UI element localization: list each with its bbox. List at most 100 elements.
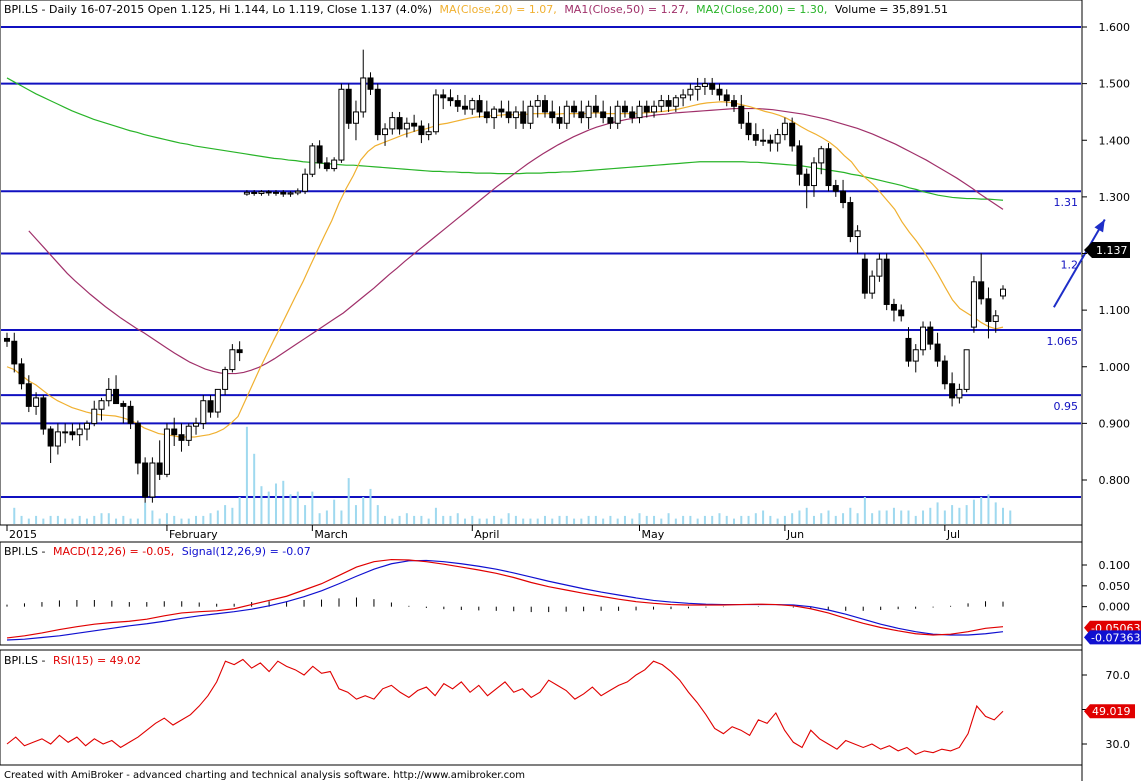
- volume-bar: [493, 515, 496, 524]
- volume-bar: [165, 513, 168, 524]
- price-tick-label: 1.000: [1099, 361, 1131, 374]
- volume-bar: [638, 513, 641, 524]
- candle-body: [665, 100, 672, 107]
- volume-bar: [856, 513, 859, 524]
- candle-body: [251, 191, 258, 194]
- rsi-series-line: [6, 658, 1004, 755]
- candle-body: [847, 202, 854, 238]
- candle-body: [541, 100, 548, 113]
- macd-series-signal: [6, 559, 1004, 641]
- volume-bar: [173, 515, 176, 524]
- candle-body: [585, 105, 592, 119]
- rsi-header-title: BPI.LS -: [4, 654, 46, 667]
- candle-body: [636, 105, 643, 119]
- candle-body: [440, 94, 447, 99]
- ma200-line: [6, 77, 1004, 201]
- candlesticks: [4, 49, 1006, 503]
- candle-body: [120, 403, 127, 407]
- volume-bar: [318, 513, 321, 524]
- candle-body: [600, 111, 607, 119]
- volume-bar: [834, 515, 837, 524]
- volume-bar: [667, 513, 670, 524]
- candle-body: [825, 148, 832, 187]
- volume-bar: [609, 515, 612, 524]
- candle-body: [745, 122, 752, 136]
- candle-body: [193, 422, 200, 427]
- volume-bar: [529, 518, 532, 524]
- candle-body: [432, 94, 439, 133]
- candle-body: [752, 134, 759, 141]
- candle-body: [476, 100, 483, 113]
- candle-body: [549, 111, 556, 119]
- volume-bar: [987, 494, 990, 524]
- rsi-line: [6, 658, 1004, 755]
- candle-body: [207, 400, 214, 413]
- candle-body: [767, 139, 774, 144]
- candle-body: [287, 192, 294, 195]
- volume-bar: [674, 518, 677, 524]
- candle-body: [614, 105, 621, 124]
- volume-bar: [333, 499, 336, 524]
- candle-body: [156, 462, 163, 475]
- volume-bar: [384, 515, 387, 524]
- volume-bar: [943, 510, 946, 524]
- volume-bar: [202, 515, 205, 524]
- candle-body: [454, 100, 461, 107]
- volume-bar: [776, 518, 779, 524]
- ma20-line: [6, 101, 1004, 438]
- candle-body: [382, 128, 389, 136]
- volume-bar: [900, 510, 903, 524]
- candle-body: [687, 88, 694, 96]
- candle-body: [105, 388, 112, 402]
- volume-bar: [471, 515, 474, 524]
- volume-bar: [631, 518, 634, 524]
- macd-tick-label: 0.050: [1099, 580, 1131, 593]
- price-tick-label: 0.800: [1099, 474, 1131, 487]
- volume-bar: [842, 513, 845, 524]
- volume-bar: [594, 515, 597, 524]
- candle-body: [294, 190, 301, 194]
- volume-bar: [136, 518, 139, 524]
- volume-bar: [260, 486, 263, 524]
- volume-bar: [762, 510, 765, 524]
- volume-bar: [914, 515, 917, 524]
- macd-panel: 0.100 0.050 0.000 -0.05063-0.07363 BPI.LS …: [0, 541, 1141, 646]
- date-tick-label: 2015: [9, 528, 37, 541]
- footer-credit: Created with AmiBroker - advanced charti…: [4, 770, 525, 781]
- candle-body: [854, 230, 861, 238]
- volume-bar: [413, 515, 416, 524]
- volume-bar: [158, 518, 161, 524]
- volume-bar: [42, 518, 45, 524]
- volume-bar: [27, 518, 30, 524]
- candle-body: [83, 422, 90, 430]
- candle-body: [447, 97, 454, 102]
- candle-body: [949, 383, 956, 399]
- trend-arrow-shaft: [1053, 219, 1106, 308]
- volume-bar: [376, 505, 379, 524]
- volume-bar: [689, 515, 692, 524]
- volume-bar: [740, 515, 743, 524]
- rsi-tick-label: 70.0: [1106, 669, 1131, 682]
- volume-bar: [805, 507, 808, 524]
- macd-tick-label: 0.100: [1099, 559, 1131, 572]
- svg-text:BPI.LS - Daily 16-07-2015 Open: BPI.LS - Daily 16-07-2015 Open 1.125, Hi…: [4, 3, 948, 16]
- candle-body: [701, 83, 708, 87]
- volume-bar: [507, 513, 510, 524]
- candle-body: [709, 83, 716, 90]
- price-tick-label: 0.900: [1099, 417, 1131, 430]
- price-tick-label: 1.100: [1099, 304, 1131, 317]
- volume-bar: [180, 518, 183, 524]
- candle-body: [498, 108, 505, 113]
- volume-bar: [871, 513, 874, 524]
- candle-body: [331, 159, 338, 170]
- price-axis: 1.6001.5001.4001.3001.2001.1001.0000.900…: [1082, 21, 1130, 487]
- volume-bar: [49, 515, 52, 524]
- volume-bar: [522, 518, 525, 524]
- volume-bar: [696, 518, 699, 524]
- candle-body: [200, 400, 207, 424]
- candle-body: [985, 298, 992, 322]
- candle-body: [592, 105, 599, 113]
- level-label-3: 1.2: [1061, 259, 1079, 272]
- macd-tick-label: 0.000: [1099, 601, 1131, 614]
